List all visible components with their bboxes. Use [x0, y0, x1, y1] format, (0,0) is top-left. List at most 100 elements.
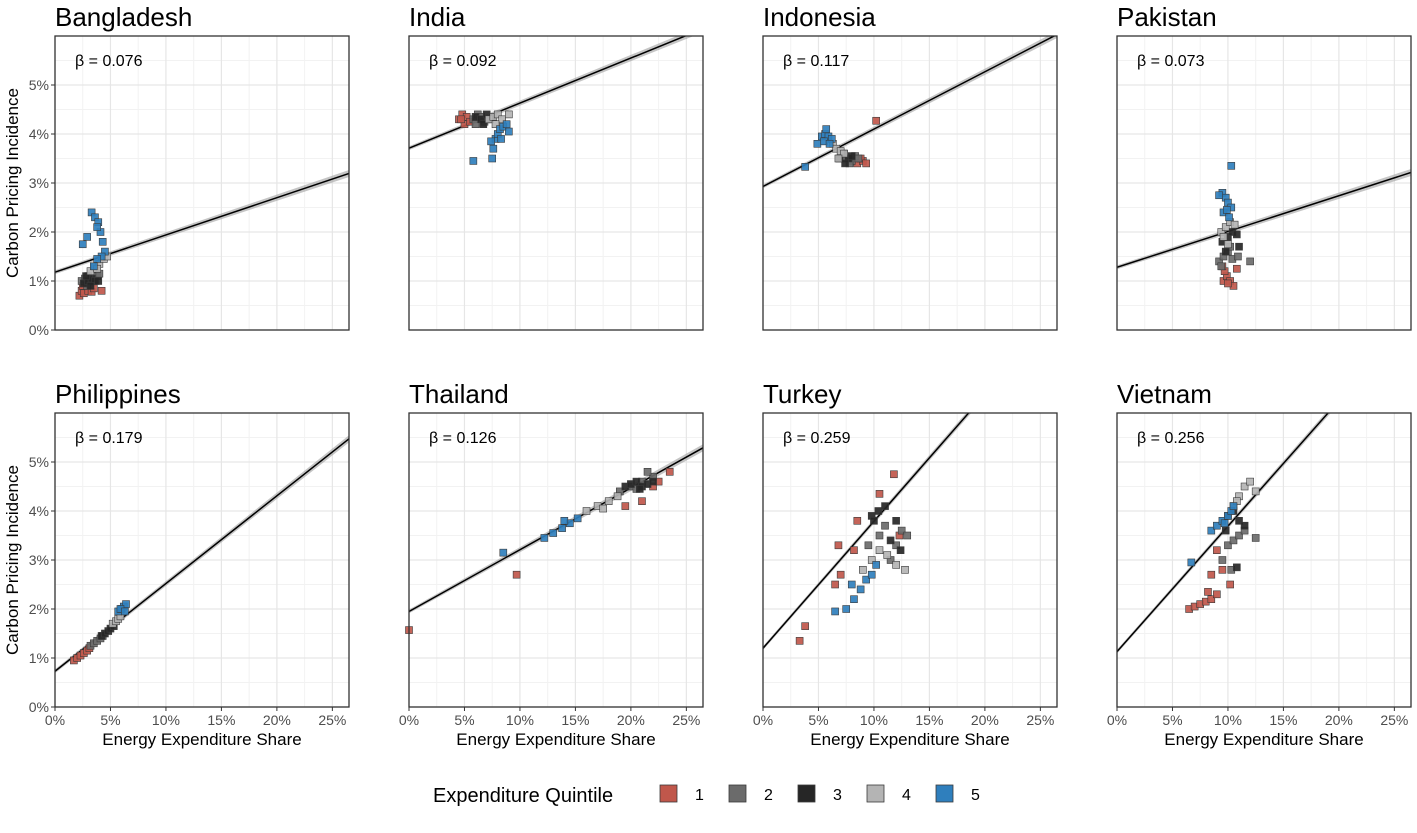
- data-point-quintile-1: [1207, 570, 1216, 579]
- panel-vietnam: Vietnam β = 0.256 0% 5% 10% 15% 20% 25% Energy E…: [1107, 379, 1412, 749]
- data-point-quintile-4: [1221, 223, 1230, 231]
- data-point-quintile-5: [573, 514, 582, 523]
- data-point-quintile-1: [872, 116, 880, 125]
- x-tick-label: 20%: [1325, 712, 1353, 728]
- data-point-quintile-2: [643, 467, 652, 476]
- data-point-quintile-5: [1207, 526, 1216, 535]
- y-tick-label: 3%: [29, 175, 49, 191]
- panel-border: [1116, 412, 1412, 708]
- x-tick-label: 5%: [100, 712, 120, 728]
- panel-border: [1116, 35, 1412, 331]
- legend-swatch-3: [797, 784, 816, 803]
- data-point-quintile-5: [1229, 502, 1238, 510]
- x-tick-label: 0%: [1107, 712, 1127, 728]
- data-point-quintile-3: [847, 152, 856, 160]
- data-point-quintile-2: [1234, 252, 1242, 261]
- data-point-quintile-5: [1187, 558, 1196, 567]
- data-point-quintile-1: [97, 286, 106, 295]
- data-point-quintile-5: [822, 125, 831, 133]
- x-tick-label: 0%: [45, 712, 65, 728]
- data-point-quintile-5: [1227, 162, 1236, 170]
- data-point-quintile-1: [1233, 264, 1241, 273]
- x-tick-label: 20%: [617, 712, 645, 728]
- beta-annotation: β = 0.179: [75, 430, 143, 447]
- data-point-quintile-1: [638, 497, 646, 506]
- data-point-quintile-4: [582, 507, 591, 515]
- data-point-quintile-4: [867, 556, 876, 564]
- panel-thailand: Thailand β = 0.126 0% 5% 10% 15% 20% 25% Energy …: [399, 379, 704, 749]
- x-tick-label: 5%: [454, 712, 474, 728]
- legend-swatch-4: [866, 784, 885, 803]
- data-point-quintile-2: [897, 526, 906, 535]
- data-point-quintile-1: [890, 470, 898, 479]
- x-tick-label: 10%: [1214, 712, 1242, 728]
- data-point-quintile-4: [1246, 477, 1254, 486]
- data-point-quintile-1: [1226, 580, 1234, 589]
- panel-title: Philippines: [55, 379, 181, 409]
- data-point-quintile-1: [621, 502, 630, 510]
- data-point-quintile-4: [1240, 482, 1249, 491]
- data-point-quintile-3: [892, 516, 900, 525]
- panel-bangladesh: Bangladesh β = 0.076 0% 1% 2% 3% 4% 5% Carbon Pr…: [3, 2, 350, 338]
- data-point-quintile-3: [841, 159, 849, 168]
- data-point-quintile-5: [1220, 519, 1229, 528]
- panel-title: Bangladesh: [55, 2, 192, 32]
- data-point-quintile-5: [505, 127, 513, 136]
- data-point-quintile-2: [1218, 556, 1227, 564]
- panel-border: [408, 35, 704, 331]
- data-point-quintile-5: [502, 120, 511, 128]
- x-tick-label: 15%: [1269, 712, 1297, 728]
- data-point-quintile-5: [488, 154, 497, 163]
- data-point-quintile-2: [875, 531, 884, 540]
- data-point-quintile-5: [489, 144, 498, 153]
- x-tick-label: 5%: [808, 712, 828, 728]
- data-point-quintile-3: [632, 477, 641, 486]
- data-point-quintile-2: [1246, 257, 1254, 266]
- data-point-quintile-3: [649, 477, 657, 486]
- data-point-quintile-3: [479, 120, 488, 128]
- data-point-quintile-1: [1218, 565, 1227, 574]
- x-tick-label: 20%: [263, 712, 291, 728]
- data-point-quintile-5: [93, 255, 101, 263]
- data-point-quintile-5: [850, 595, 858, 604]
- data-point-quintile-4: [1251, 487, 1260, 496]
- x-tick-label: 0%: [753, 712, 773, 728]
- data-point-quintile-5: [831, 607, 839, 616]
- data-point-quintile-4: [1230, 220, 1239, 229]
- fit-confidence-band: [1117, 413, 1331, 654]
- panel-title: India: [409, 2, 466, 32]
- data-point-quintile-3: [86, 282, 95, 290]
- data-point-quintile-5: [813, 140, 822, 148]
- y-tick-label: 4%: [29, 503, 49, 519]
- x-tick-label: 10%: [860, 712, 888, 728]
- data-point-quintile-2: [892, 541, 900, 550]
- data-point-quintile-1: [1204, 588, 1212, 596]
- data-point-quintile-5: [121, 607, 129, 616]
- panel-turkey: Turkey β = 0.259 0% 5% 10% 15% 20% 25% Energy Ex…: [753, 379, 1058, 749]
- data-point-quintile-3: [1240, 521, 1249, 530]
- y-axis-title: Carbon Pricing Incidence: [3, 88, 22, 278]
- x-tick-label: 25%: [1026, 712, 1054, 728]
- beta-annotation: β = 0.126: [429, 430, 497, 447]
- data-point-quintile-5: [549, 529, 558, 537]
- beta-annotation: β = 0.092: [429, 53, 497, 70]
- data-point-quintile-4: [1224, 240, 1232, 249]
- data-point-quintile-5: [1223, 206, 1231, 214]
- beta-annotation: β = 0.076: [75, 53, 143, 70]
- x-tick-label: 25%: [1380, 712, 1408, 728]
- data-point-quintile-5: [98, 238, 107, 246]
- panel-indonesia: Indonesia β = 0.117: [762, 2, 1058, 331]
- data-point-quintile-5: [540, 534, 549, 542]
- y-axis-title: Carbon Pricing Incidence: [3, 465, 22, 655]
- legend-label-3: 3: [833, 787, 842, 804]
- data-point-quintile-1: [801, 622, 809, 630]
- data-point-quintile-3: [82, 272, 90, 280]
- data-point-quintile-1: [1207, 595, 1216, 604]
- data-point-quintile-3: [1221, 526, 1230, 535]
- fit-confidence-band: [763, 413, 972, 651]
- data-point-quintile-3: [870, 516, 878, 525]
- y-tick-label: 5%: [29, 77, 49, 93]
- data-point-quintile-4: [604, 497, 613, 506]
- x-axis-title: Energy Expenditure Share: [456, 730, 655, 749]
- data-point-quintile-3: [1235, 242, 1243, 251]
